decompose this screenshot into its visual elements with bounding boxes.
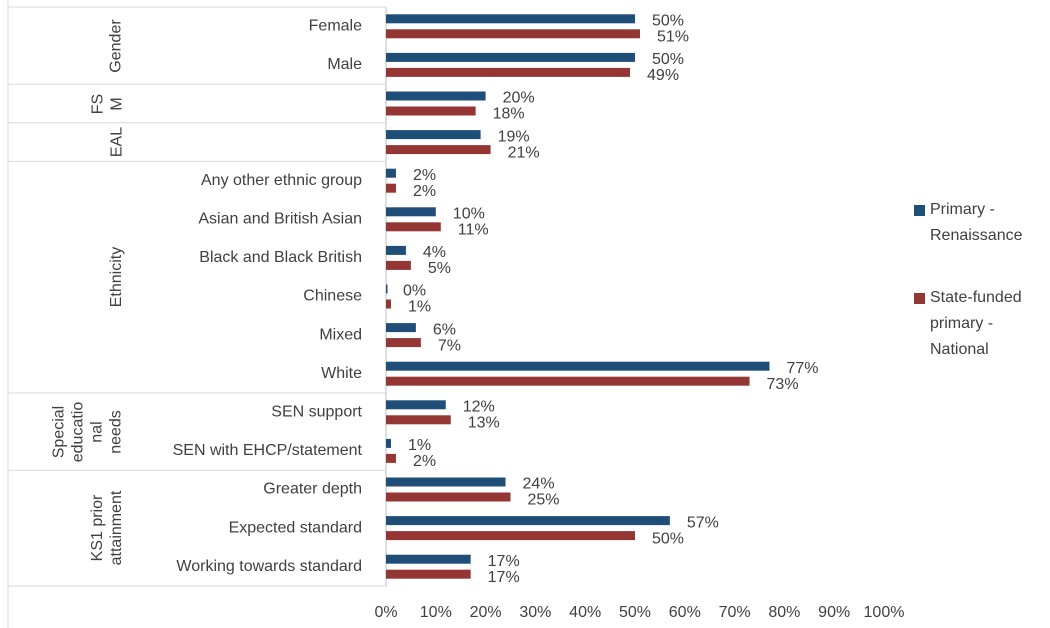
data-label: 77% bbox=[786, 360, 818, 377]
bar bbox=[386, 207, 436, 217]
bar bbox=[386, 569, 471, 579]
x-tick-label: 0% bbox=[374, 604, 397, 621]
bar bbox=[386, 52, 635, 62]
x-tick-label: 80% bbox=[768, 604, 800, 621]
data-label: 24% bbox=[523, 476, 555, 493]
x-tick-label: 50% bbox=[619, 604, 651, 621]
data-label: 2% bbox=[413, 183, 436, 200]
y-tick-label: Greater depth bbox=[263, 481, 362, 498]
y-tick-label: Expected standard bbox=[229, 519, 362, 536]
bar bbox=[386, 323, 416, 333]
legend-entry: State-funded primary - National bbox=[914, 285, 1040, 363]
data-label: 51% bbox=[657, 29, 689, 46]
data-label: 18% bbox=[493, 106, 525, 123]
y-tick-label: Any other ethnic group bbox=[201, 172, 362, 189]
data-label: 20% bbox=[503, 90, 535, 107]
group-label: Ethnicity bbox=[108, 246, 125, 308]
y-tick-label: SEN support bbox=[271, 404, 362, 421]
data-label: 25% bbox=[528, 492, 560, 509]
data-label: 4% bbox=[423, 244, 446, 261]
data-label: 50% bbox=[652, 530, 684, 547]
bar bbox=[386, 453, 396, 463]
y-tick-label: White bbox=[321, 365, 362, 382]
data-label: 50% bbox=[652, 13, 684, 30]
data-label: 1% bbox=[408, 299, 431, 316]
y-tick-label: Chinese bbox=[303, 288, 362, 305]
x-tick-label: 60% bbox=[669, 604, 701, 621]
legend-swatch bbox=[914, 205, 925, 216]
data-label: 21% bbox=[508, 144, 540, 161]
data-label: 1% bbox=[408, 437, 431, 454]
x-tick-label: 90% bbox=[818, 604, 850, 621]
data-label: 57% bbox=[687, 514, 719, 531]
data-label: 13% bbox=[468, 415, 500, 432]
bar bbox=[386, 14, 635, 24]
bar bbox=[386, 361, 770, 371]
x-tick-label: 70% bbox=[719, 604, 751, 621]
data-label: 6% bbox=[433, 321, 456, 338]
bar bbox=[386, 168, 396, 178]
bar bbox=[386, 338, 421, 348]
group-label: KS1 prior attainment bbox=[88, 490, 125, 566]
bar bbox=[386, 222, 441, 232]
bar bbox=[386, 145, 491, 155]
legend-entry: Primary - Renaissance bbox=[914, 197, 1030, 249]
data-label: 50% bbox=[652, 51, 684, 68]
bar bbox=[386, 415, 451, 425]
y-tick-label: SEN with EHCP/statement bbox=[173, 442, 363, 459]
group-label: Special educational needs bbox=[50, 401, 125, 462]
y-tick-label: Asian and British Asian bbox=[198, 211, 362, 228]
data-label: 19% bbox=[498, 128, 530, 145]
data-label: 49% bbox=[647, 67, 679, 84]
bar bbox=[386, 400, 446, 410]
bar bbox=[386, 284, 388, 294]
x-tick-label: 40% bbox=[569, 604, 601, 621]
data-label: 12% bbox=[463, 399, 495, 416]
data-label: 10% bbox=[453, 206, 485, 223]
y-tick-label: Working towards standard bbox=[176, 558, 362, 575]
bar bbox=[386, 516, 670, 526]
x-tick-label: 20% bbox=[470, 604, 502, 621]
bar bbox=[386, 531, 635, 541]
x-tick-label: 10% bbox=[420, 604, 452, 621]
x-tick-label: 30% bbox=[519, 604, 551, 621]
bar bbox=[386, 67, 631, 77]
y-tick-label: Mixed bbox=[319, 326, 362, 343]
data-label: 2% bbox=[413, 453, 436, 470]
bar bbox=[386, 245, 406, 255]
bar bbox=[386, 130, 481, 140]
bar bbox=[386, 438, 391, 448]
data-label: 2% bbox=[413, 167, 436, 184]
legend-label: Primary - Renaissance bbox=[930, 201, 1023, 244]
bar bbox=[386, 554, 471, 564]
y-tick-label: Male bbox=[327, 56, 362, 73]
bar bbox=[386, 376, 750, 386]
legend-label: State-funded primary - National bbox=[930, 289, 1022, 358]
y-tick-label: Female bbox=[309, 18, 362, 35]
y-tick-label: Black and Black British bbox=[199, 249, 362, 266]
bar bbox=[386, 106, 476, 116]
data-label: 7% bbox=[438, 337, 461, 354]
data-label: 0% bbox=[403, 283, 426, 300]
data-label: 17% bbox=[488, 569, 520, 586]
bar bbox=[386, 183, 396, 193]
data-label: 5% bbox=[428, 260, 451, 277]
bar bbox=[386, 477, 506, 487]
data-label: 73% bbox=[767, 376, 799, 393]
bar bbox=[386, 260, 411, 270]
legend-swatch bbox=[914, 293, 925, 304]
bar bbox=[386, 299, 391, 309]
data-label: 11% bbox=[458, 222, 489, 239]
group-label: EAL bbox=[107, 126, 125, 158]
x-tick-label: 100% bbox=[864, 604, 905, 621]
bar bbox=[386, 91, 486, 101]
bar bbox=[386, 492, 511, 502]
group-label: Gender bbox=[107, 18, 125, 73]
group-label: FSM bbox=[88, 93, 125, 114]
bar bbox=[386, 29, 640, 39]
data-label: 17% bbox=[488, 553, 520, 570]
